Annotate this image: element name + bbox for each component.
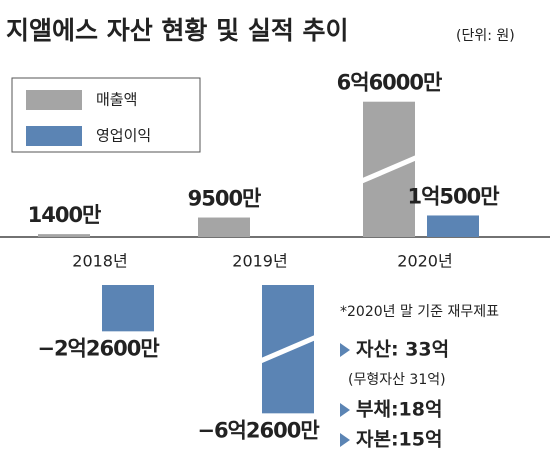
chart-subtitle: (단위: 원) [456, 28, 515, 44]
bar [38, 234, 90, 237]
annotation: *2020년 말 기준 재무제표 [340, 304, 499, 320]
annotation: 자본:15억 [356, 429, 442, 451]
annotation: 자산: 33억 [356, 339, 449, 361]
value-label: 6억6000만 [337, 71, 442, 95]
x-tick-label: 2020년 [397, 252, 452, 271]
chart-title: 지앨에스 자산 현황 및 실적 추이 [6, 16, 349, 45]
bar [102, 285, 154, 332]
value-label: 1400만 [28, 203, 101, 227]
value-label: 9500만 [188, 187, 261, 211]
bar [198, 217, 250, 237]
annotation: (무형자산 31억) [348, 372, 446, 388]
legend-label: 영업이익 [96, 127, 151, 145]
value-label: −6억2600만 [197, 418, 319, 442]
bullet-marker [340, 433, 350, 447]
legend-swatch [26, 126, 82, 146]
bar [427, 215, 479, 237]
bullet-marker [340, 403, 350, 417]
x-tick-label: 2018년 [72, 252, 127, 271]
legend-swatch [26, 90, 82, 110]
annotation: 부채:18억 [356, 399, 442, 421]
break-mark [259, 334, 317, 364]
value-label: 1억500만 [407, 184, 499, 208]
bullet-marker [340, 343, 350, 357]
x-tick-label: 2019년 [232, 252, 287, 271]
break-mark [360, 155, 418, 184]
value-label: −2억2600만 [37, 336, 159, 360]
legend-label: 매출액 [96, 91, 137, 109]
